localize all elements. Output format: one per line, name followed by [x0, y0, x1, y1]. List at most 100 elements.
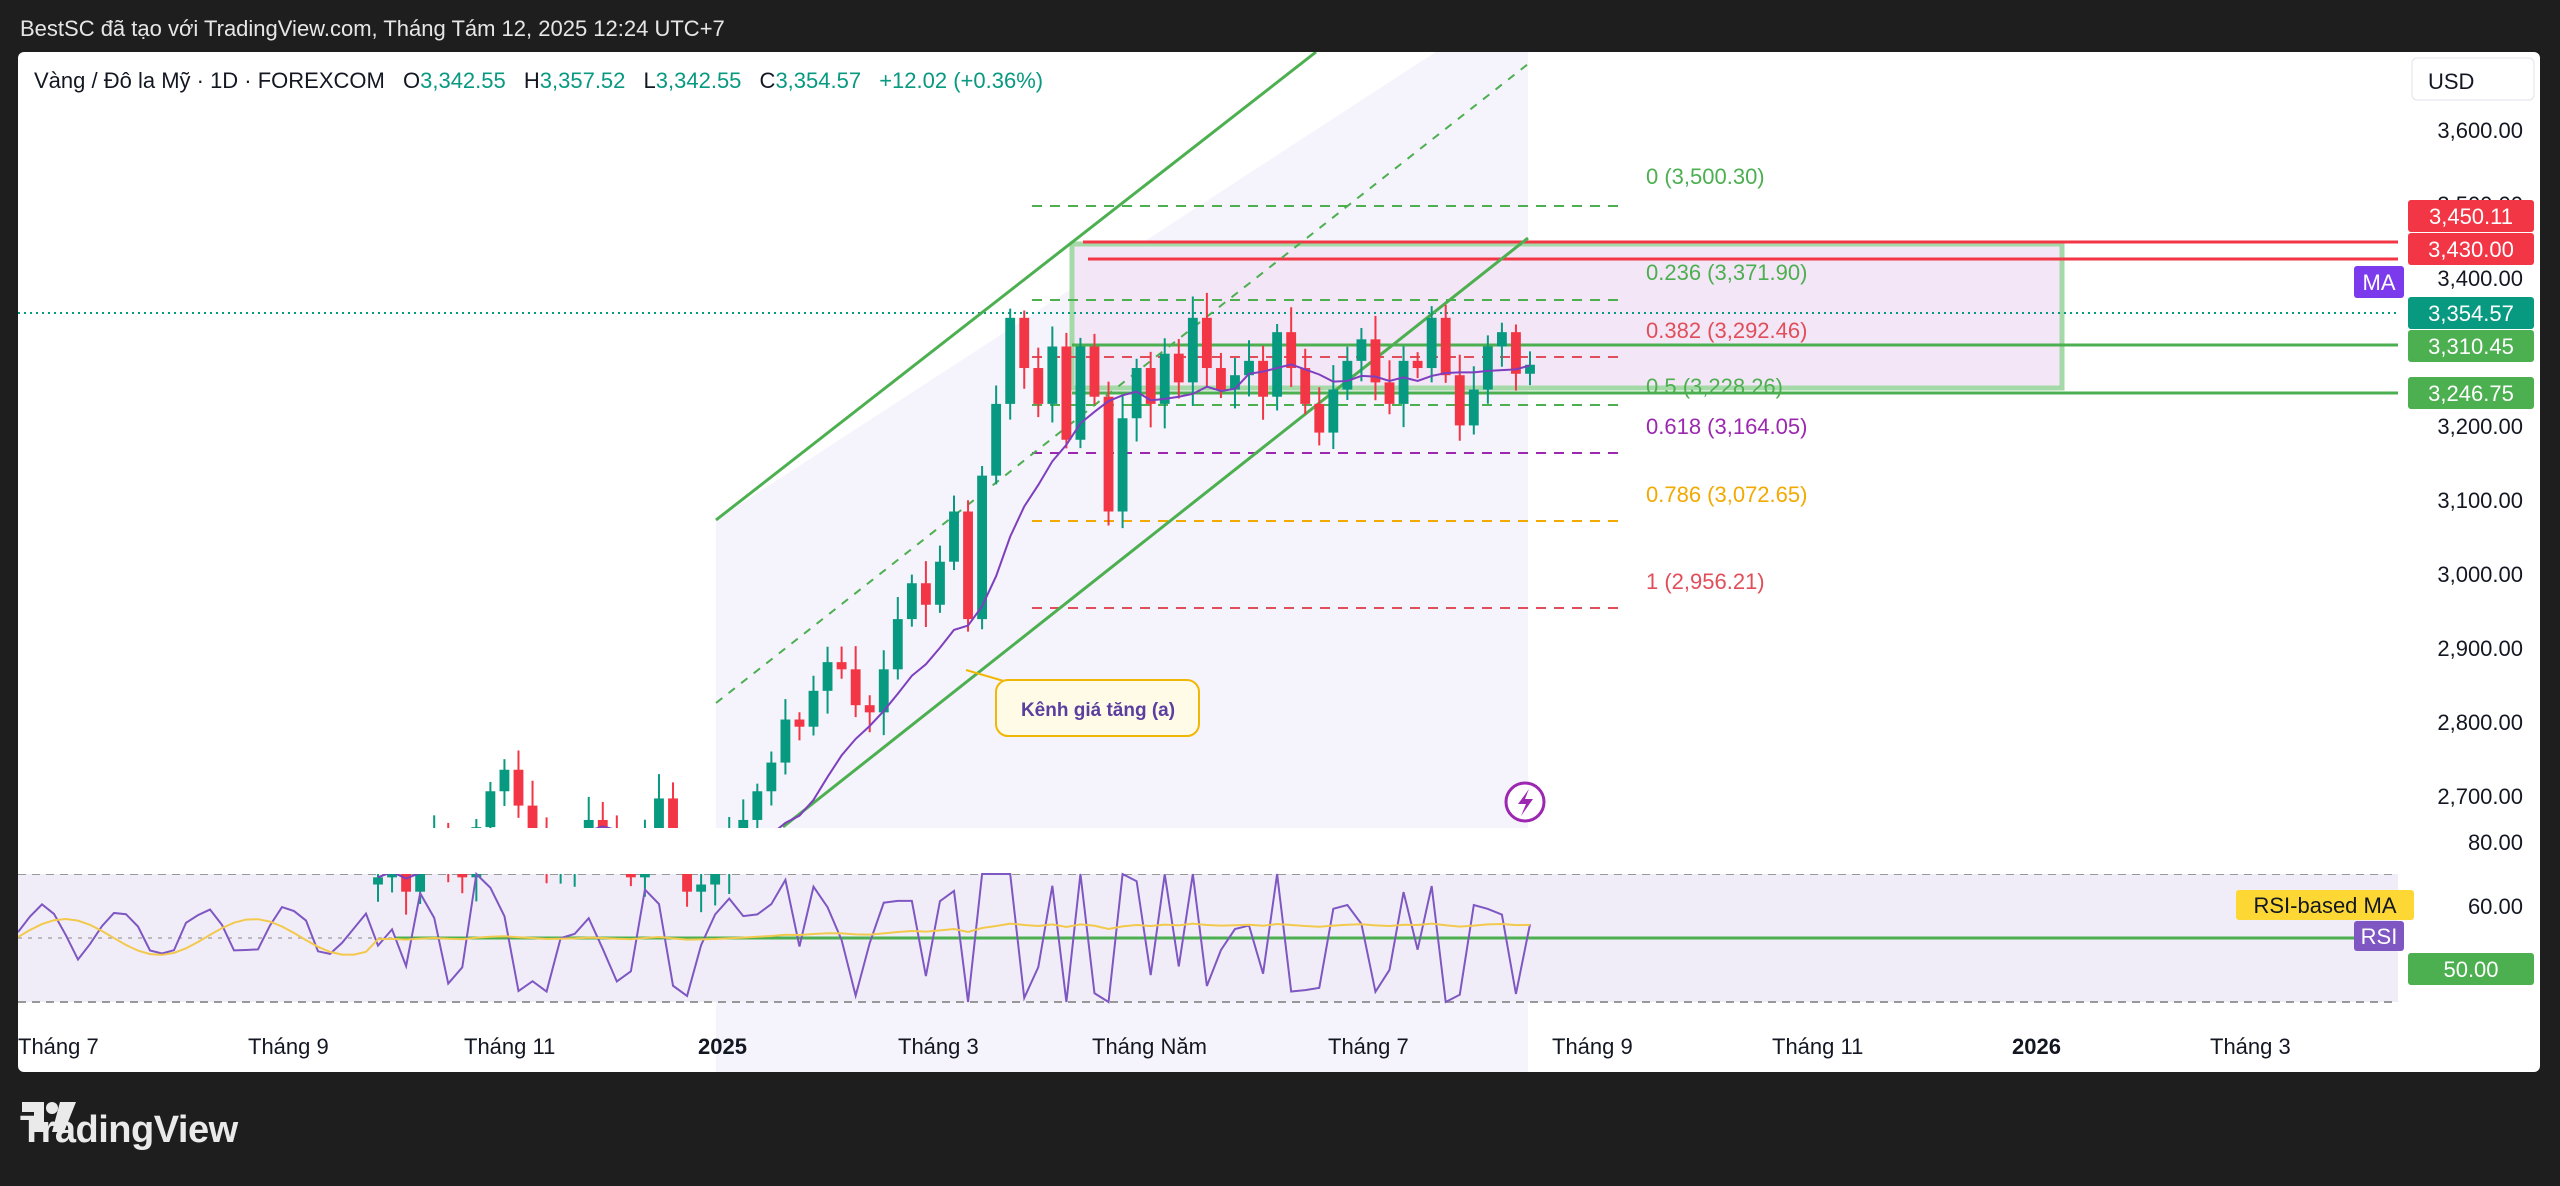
price-badge-text: 3,246.75 [2428, 381, 2514, 406]
price-badge-3310 [2408, 330, 2534, 362]
candle-body [1047, 346, 1058, 404]
candle-body [1145, 368, 1156, 404]
price-tick: 2,800.00 [2437, 710, 2523, 735]
fib-lines[interactable] [1032, 205, 1623, 609]
candle-body [1244, 360, 1254, 376]
candle-body [1103, 396, 1114, 512]
time-label: Tháng 7 [18, 1034, 99, 1059]
candle-body [1131, 368, 1142, 419]
candle-body [1286, 332, 1297, 369]
candle-body [1356, 339, 1367, 361]
price-badge-text: 3,310.45 [2428, 334, 2514, 359]
candle-body [1440, 317, 1451, 376]
price-tick: 2,900.00 [2437, 636, 2523, 661]
candle-body [906, 583, 917, 620]
candle-body [949, 511, 959, 562]
rsi-tag [2354, 921, 2404, 951]
candle-body [1328, 389, 1339, 433]
candle-body [1019, 317, 1030, 369]
candle-body [1216, 368, 1226, 390]
candle-body [1496, 332, 1507, 347]
candle-body [485, 791, 496, 828]
price-badge-text: 3,430.00 [2428, 237, 2514, 262]
high-label: H [524, 68, 540, 93]
candle-body [822, 662, 833, 691]
candle-body [808, 690, 819, 727]
channel-lower-line[interactable] [782, 236, 1529, 829]
ohlc-legend[interactable]: Vàng / Đô la Mỹ · 1D · FOREXCOM O3,342.5… [34, 68, 1043, 93]
candle-body [1468, 389, 1479, 426]
price-badge-3430 [2408, 233, 2534, 265]
candlestick-series[interactable] [373, 292, 1535, 915]
time-label: Tháng 7 [1328, 1034, 1409, 1059]
range-box[interactable] [1069, 241, 2065, 391]
time-label: Tháng 3 [2210, 1034, 2291, 1059]
close-value: 3,354.57 [775, 68, 861, 93]
candle-body [766, 762, 777, 792]
fib-label-05: 0.5 (3,228.26) [1646, 374, 1783, 399]
candle-body [499, 769, 510, 792]
price-tick: 3,400.00 [2437, 266, 2523, 291]
price-tick: 3,000.00 [2437, 562, 2523, 587]
channel-upper-line[interactable] [715, 52, 1317, 522]
ma-tag-text: MA [2363, 270, 2396, 295]
ma-tag [2354, 266, 2404, 298]
candle-body [1370, 339, 1381, 383]
candle-body [1061, 346, 1072, 440]
candle-body [920, 583, 931, 605]
price-badge-3246 [2408, 377, 2534, 409]
candle-body [963, 511, 973, 620]
price-badge-text: 3,450.11 [2429, 204, 2513, 229]
currency-button[interactable] [2411, 57, 2535, 101]
candle-body [1159, 353, 1170, 404]
candle-body [850, 669, 861, 706]
candle-body [780, 719, 791, 763]
rsi-tick: 60.00 [2468, 894, 2523, 919]
rsi-line [18, 871, 1531, 1004]
fib-label-0786: 0.786 (3,072.65) [1646, 482, 1807, 507]
candle-body [1272, 332, 1283, 397]
candle-body [1033, 368, 1044, 404]
candle-body [668, 798, 678, 849]
candle-body [696, 884, 707, 892]
attribution-bar: BestSC đã tạo với TradingView.com, Tháng… [0, 0, 2560, 52]
candle-body [1482, 346, 1493, 390]
candle-body [1314, 403, 1325, 433]
candle-body [991, 403, 1002, 476]
candle-body [1230, 375, 1240, 390]
callout-box[interactable] [995, 679, 1200, 737]
price-badge-3450 [2408, 200, 2534, 232]
fib-label-0236: 0.236 (3,371.90) [1646, 260, 1807, 285]
candle-body [1089, 346, 1100, 397]
candle-body [752, 791, 763, 820]
time-label: Tháng 3 [898, 1034, 979, 1059]
candle-body [654, 798, 664, 835]
candle-body [1398, 360, 1409, 404]
candle-body [1173, 353, 1184, 383]
time-label: Tháng 9 [1552, 1034, 1633, 1059]
rsi-level-badge-text: 50.00 [2443, 957, 2498, 982]
candle-body [1187, 317, 1198, 383]
candle-body [1005, 317, 1016, 404]
high-value: 3,357.52 [540, 68, 626, 93]
pane-separator [18, 828, 2398, 874]
close-label: C [760, 68, 776, 93]
candle-body [1258, 360, 1268, 397]
candle-body [1426, 317, 1437, 369]
price-chart[interactable]: Kênh giá tăng (a) 0 (3,500.30) 0.236 (3,… [18, 52, 2540, 1072]
change-value: +12.02 (+0.36%) [879, 68, 1043, 93]
candle-body [1117, 418, 1128, 512]
candle-body [513, 769, 524, 806]
rsi-ma-line [18, 918, 1531, 956]
candle-body [1201, 317, 1212, 369]
fib-label-0382: 0.382 (3,292.46) [1646, 318, 1807, 343]
candle-body [977, 475, 988, 620]
chart-frame[interactable]: Kênh giá tăng (a) 0 (3,500.30) 0.236 (3,… [18, 52, 2540, 1072]
price-badge-current [2408, 297, 2534, 329]
low-value: 3,342.55 [656, 68, 742, 93]
candle-body [710, 870, 721, 885]
tradingview-footer[interactable]: TradingView [20, 1100, 238, 1160]
candle-body [794, 719, 805, 727]
attribution-text: BestSC đã tạo với TradingView.com, Tháng… [20, 16, 725, 41]
candle-body [1412, 360, 1423, 369]
